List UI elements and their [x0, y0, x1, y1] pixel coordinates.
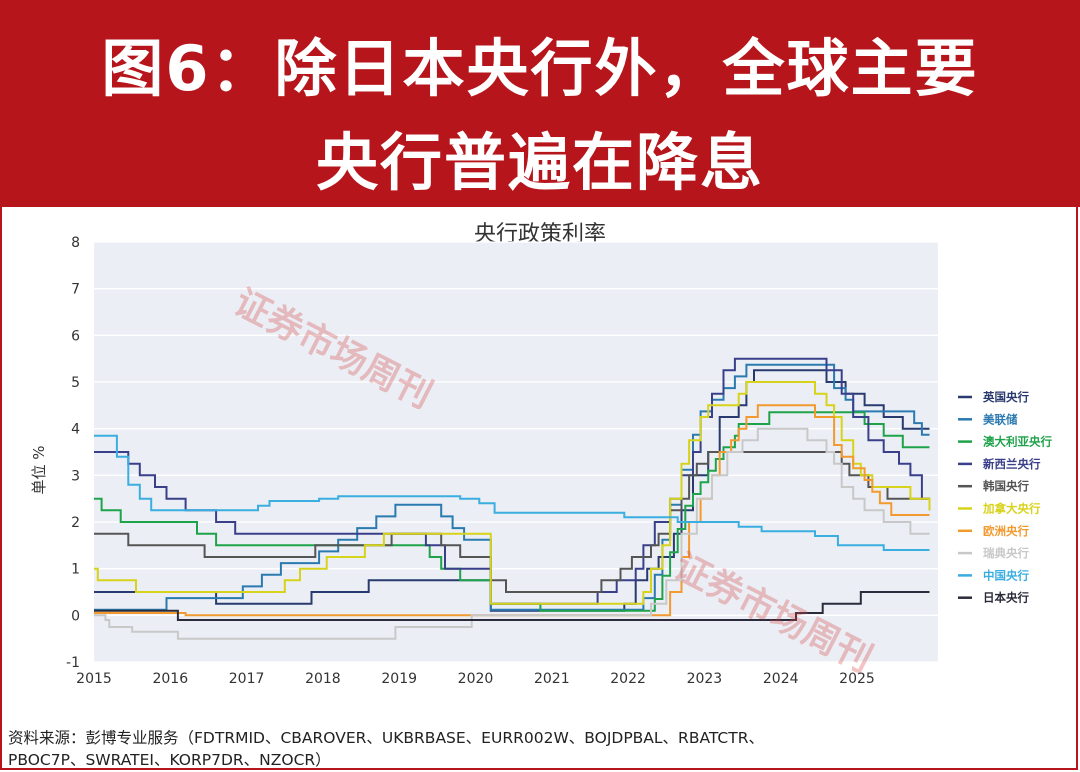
title-banner: 图6：除日本央行外，全球主要 央行普遍在降息 — [0, 0, 1080, 207]
legend-label: 加拿大央行 — [982, 502, 1041, 516]
legend-label: 中国央行 — [983, 568, 1029, 582]
series-line — [94, 451, 930, 593]
y-tick-label: 1 — [71, 562, 80, 578]
series-line — [94, 427, 930, 640]
x-tick-label: 2024 — [763, 671, 799, 687]
x-tick-label: 2018 — [305, 671, 341, 687]
y-axis-label: 单位 % — [30, 445, 48, 494]
source-line-2: PBOC7P、SWRATEI、KORP7DR、NZOCR） — [8, 751, 331, 769]
series-lines — [94, 357, 931, 640]
chart-frame — [0, 207, 1078, 770]
y-tick-label: -1 — [66, 655, 80, 671]
x-tick-label: 2021 — [534, 671, 570, 687]
x-tick-label: 2019 — [381, 671, 417, 687]
source-note: 资料来源：彭博专业服务（FDTRMID、CBAROVER、UKBRBASE、EU… — [8, 727, 1068, 771]
series-line — [94, 434, 930, 551]
series-line — [94, 381, 931, 605]
y-tick-label: 4 — [71, 422, 80, 438]
legend-label: 新西兰央行 — [983, 457, 1041, 471]
x-tick-label: 2017 — [229, 671, 265, 687]
legend-label: 澳大利亚央行 — [983, 435, 1052, 449]
series-line — [94, 404, 930, 617]
x-tick-label: 2022 — [610, 671, 646, 687]
x-tick-label: 2025 — [839, 671, 875, 687]
banner-title-line-1: 图6：除日本央行外，全球主要 — [101, 32, 979, 105]
legend-label: 英国央行 — [982, 390, 1029, 404]
y-tick-label: 8 — [71, 235, 80, 251]
x-tick-label: 2015 — [76, 671, 112, 687]
source-line-1: 资料来源：彭博专业服务（FDTRMID、CBAROVER、UKBRBASE、EU… — [8, 729, 764, 747]
y-tick-label: 6 — [71, 328, 80, 344]
legend-label: 美联储 — [983, 412, 1018, 426]
series-line — [94, 363, 930, 611]
x-tick-label: 2023 — [687, 671, 723, 687]
legend-label: 日本央行 — [983, 591, 1029, 605]
y-tick-label: 0 — [71, 608, 80, 624]
y-tick-label: 2 — [71, 515, 80, 531]
legend-label: 韩国央行 — [983, 479, 1029, 493]
banner-title-line-2: 央行普遍在降息 — [315, 126, 764, 199]
legend-label: 瑞典央行 — [983, 546, 1029, 560]
y-tick-label: 5 — [71, 375, 80, 391]
y-tick-label: 3 — [71, 468, 80, 484]
y-tick-label: 7 — [71, 282, 80, 298]
x-tick-label: 2020 — [458, 671, 494, 687]
legend: 英国央行美联储澳大利亚央行新西兰央行韩国央行加拿大央行欧洲央行瑞典央行中国央行日… — [958, 390, 1052, 605]
y-axis-ticks: 8 7 6 5 4 3 2 1 0 -1 — [66, 235, 80, 671]
x-axis-ticks: 2015 2016 2017 2018 2019 2020 2021 2022 2023 2024… — [76, 671, 875, 687]
x-tick-label: 2016 — [152, 671, 188, 687]
series-line — [94, 591, 930, 621]
legend-label: 欧洲央行 — [983, 524, 1029, 538]
